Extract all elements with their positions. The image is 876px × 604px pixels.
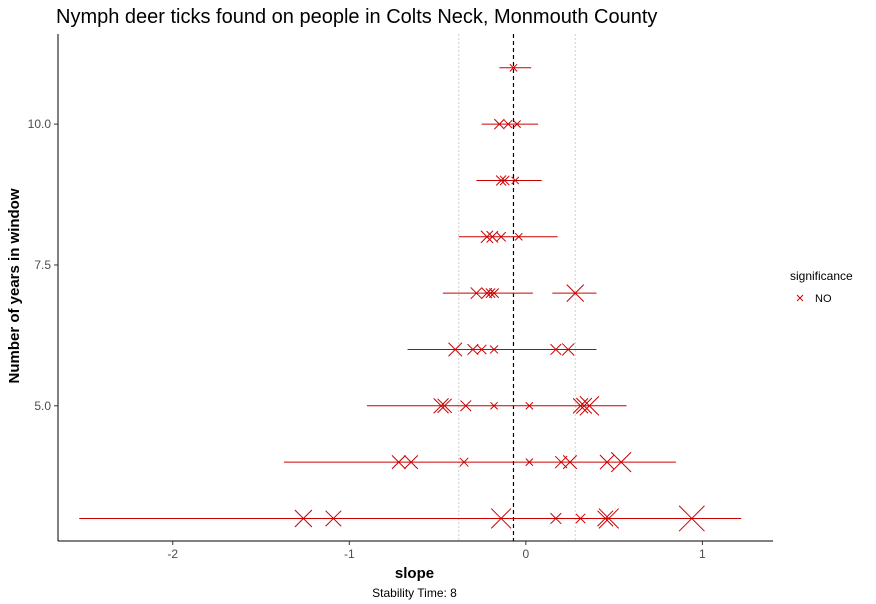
data-point — [561, 343, 575, 356]
data-point — [476, 344, 487, 355]
data-point — [391, 455, 406, 470]
data-point — [562, 455, 578, 470]
data-point — [550, 512, 562, 525]
y-axis-title: Number of years in window — [6, 188, 23, 383]
data-point — [575, 513, 586, 524]
data-point — [678, 505, 705, 532]
data-point — [459, 457, 469, 467]
legend-marker-icon — [796, 294, 804, 302]
legend-entry: NO — [796, 293, 832, 305]
legend-title: significance — [790, 269, 853, 283]
data-point — [495, 175, 507, 186]
data-point — [509, 63, 518, 72]
x-tick-label: 1 — [699, 547, 706, 561]
data-point — [597, 510, 614, 527]
data-point — [513, 120, 521, 129]
chart-title: Nymph deer ticks found on people in Colt… — [56, 6, 657, 28]
x-axis-title: slope — [395, 565, 434, 582]
data-point — [514, 232, 523, 241]
data-point — [525, 401, 534, 410]
data-point — [566, 284, 585, 302]
data-point — [460, 400, 472, 412]
y-tick-label: 5.0 — [34, 399, 51, 413]
data-point — [448, 342, 463, 357]
data-point — [494, 118, 505, 130]
data-point — [433, 397, 449, 414]
x-tick-label: -1 — [344, 547, 355, 561]
data-point — [467, 343, 479, 356]
data-point — [499, 175, 510, 186]
plot-area — [79, 34, 742, 541]
data-point — [480, 230, 494, 244]
data-point — [490, 508, 512, 529]
data-point — [325, 510, 342, 527]
data-point — [575, 397, 593, 414]
caption: Stability Time: 8 — [372, 586, 457, 600]
legend-label: NO — [815, 293, 832, 305]
data-point — [437, 398, 453, 414]
legend: significance NO — [790, 269, 853, 305]
data-point — [489, 288, 500, 299]
y-tick-label: 7.5 — [34, 258, 51, 272]
x-tick-label: 0 — [522, 547, 529, 561]
data-point — [496, 231, 507, 242]
data-point — [598, 508, 620, 529]
data-point — [579, 395, 600, 416]
data-point — [525, 458, 534, 467]
y-tick-label: 10.0 — [28, 117, 52, 131]
data-point — [572, 397, 589, 414]
data-point — [511, 176, 520, 185]
data-point — [470, 287, 483, 300]
data-point — [294, 509, 313, 528]
data-point — [486, 230, 499, 243]
y-axis-ticks: 5.0 7.5 10.0 — [28, 117, 58, 413]
data-point — [503, 119, 513, 129]
data-point — [490, 401, 499, 410]
data-point — [599, 454, 615, 470]
data-point — [610, 451, 632, 473]
data-point — [554, 455, 568, 469]
x-tick-label: -2 — [167, 547, 178, 561]
data-point — [403, 455, 419, 470]
data-point — [489, 345, 499, 354]
data-point — [485, 288, 496, 299]
x-axis-ticks: -2 -1 0 1 — [167, 541, 706, 561]
data-point — [550, 343, 562, 356]
